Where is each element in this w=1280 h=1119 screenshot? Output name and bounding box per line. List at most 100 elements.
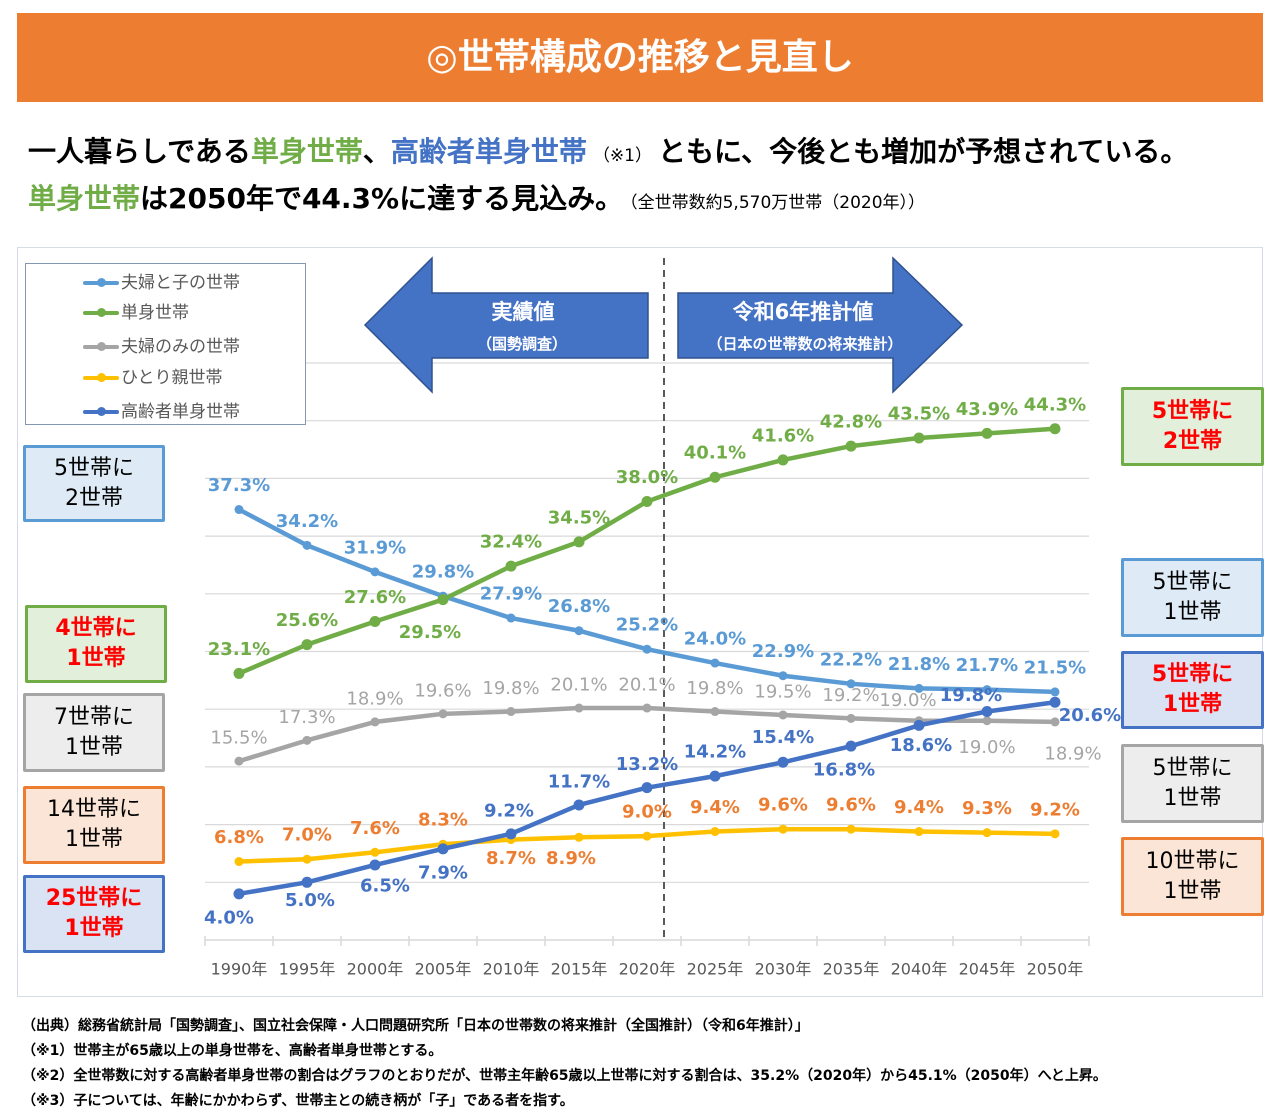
data-label: 22.2% — [820, 649, 882, 670]
single-household-highlight: 単身世帯 — [250, 135, 363, 168]
data-point — [574, 626, 584, 636]
ratio-box-line2: 1世帯 — [1162, 692, 1223, 717]
legend-line-marker-icon — [83, 373, 119, 382]
data-label: 38.0% — [616, 467, 678, 488]
ratio-box-left: 4世帯に 1世帯 — [25, 605, 167, 683]
data-label: 9.2% — [484, 800, 534, 821]
data-point — [234, 857, 244, 867]
ratio-box-line2: 2世帯 — [65, 485, 123, 511]
ratio-box-line2: 1世帯 — [65, 827, 123, 852]
data-point — [1049, 423, 1061, 435]
actual-arrow-title: 実績値 — [491, 300, 555, 324]
ratio-box-left: 7世帯に 1世帯 — [23, 693, 165, 772]
ratio-box-line1: 25世帯に — [45, 886, 143, 911]
series-group — [234, 824, 1060, 867]
data-label: 23.1% — [208, 639, 270, 660]
data-label: 19.2% — [822, 685, 879, 706]
legend-label: 単身世帯 — [121, 303, 189, 323]
footnote-ref: （※1） — [592, 146, 652, 166]
data-point — [777, 454, 789, 466]
data-point — [506, 707, 516, 717]
data-point — [573, 536, 585, 548]
data-point — [438, 709, 448, 719]
footnote-2: （※2）全世帯数に対する高齢者単身世帯の割合はグラフのとおりだが、世帯主年齢65… — [22, 1068, 1107, 1084]
data-label: 5.0% — [285, 890, 335, 911]
data-label: 32.4% — [480, 532, 542, 553]
ratio-box-left: 5世帯に 2世帯 — [23, 445, 165, 522]
ratio-box-line2: 1世帯 — [1163, 599, 1222, 625]
legend-item: 単身世帯 — [26, 301, 306, 325]
data-point — [914, 827, 924, 837]
data-label: 8.3% — [418, 810, 468, 831]
data-point — [370, 567, 380, 577]
actual-values-arrow-icon — [363, 256, 649, 394]
data-label: 9.0% — [622, 802, 672, 823]
data-label: 7.9% — [418, 862, 468, 883]
x-tick-label: 2005年 — [415, 960, 472, 979]
data-label: 9.4% — [690, 797, 740, 818]
data-point — [301, 876, 313, 888]
data-label: 9.6% — [826, 795, 876, 816]
data-point — [642, 703, 652, 713]
total-households-note: （全世帯数約5,570万世帯（2020年）） — [629, 193, 926, 213]
data-point — [1050, 687, 1060, 697]
data-label: 8.7% — [486, 848, 536, 869]
data-label: 9.3% — [962, 798, 1012, 819]
data-point — [234, 505, 244, 515]
data-label: 37.3% — [208, 475, 270, 496]
actual-arrow-subtitle: （国勢調査） — [476, 335, 568, 353]
data-point — [437, 843, 449, 855]
data-point — [845, 440, 857, 452]
data-label: 25.6% — [276, 610, 338, 631]
data-point — [233, 888, 245, 900]
data-label: 34.5% — [548, 507, 610, 528]
data-label: 19.6% — [414, 680, 471, 701]
data-point — [1049, 696, 1061, 708]
data-point — [302, 540, 312, 550]
legend-label: 夫婦と子の世帯 — [121, 273, 240, 293]
ratio-box-left: 25世帯に 1世帯 — [23, 875, 165, 953]
data-label: 44.3% — [1024, 394, 1086, 415]
legend-label: ひとり親世帯 — [121, 368, 223, 388]
data-point — [778, 824, 788, 834]
data-labels: 37.3% 34.2% 31.9% 29.8% 27.9% 26.8% 25.2% 24.0%… — [204, 394, 1121, 928]
data-point — [913, 719, 925, 731]
gridlines — [205, 362, 1089, 883]
data-label: 18.6% — [890, 735, 952, 756]
legend-line-marker-icon — [83, 308, 119, 317]
x-tick-label: 2035年 — [823, 960, 880, 979]
data-label: 8.9% — [546, 848, 596, 869]
data-point — [981, 706, 993, 718]
summary-line-1: 一人暮らしである単身世帯、高齢者単身世帯 （※1） ともに、今後とも増加が予想されて… — [28, 132, 1268, 176]
x-tick-label: 2020年 — [619, 960, 676, 979]
data-point — [778, 671, 788, 681]
data-label: 27.6% — [344, 587, 406, 608]
summary-text: は2050年で44.3%に達する見込み。 — [140, 182, 624, 215]
ratio-box-right: 5世帯に 2世帯 — [1121, 387, 1264, 466]
data-point — [710, 827, 720, 837]
x-tick-label: 2010年 — [483, 960, 540, 979]
data-point — [370, 847, 380, 857]
ratio-box-line2: 1世帯 — [1163, 878, 1222, 904]
data-label: 19.8% — [686, 678, 743, 699]
data-label: 43.9% — [956, 399, 1018, 420]
data-label: 42.8% — [820, 412, 882, 433]
data-point — [982, 828, 992, 838]
summary-separator: 、 — [362, 135, 391, 168]
ratio-box-right: 5世帯に 1世帯 — [1121, 744, 1264, 823]
data-label: 9.6% — [758, 795, 808, 816]
data-point — [846, 679, 856, 689]
data-label: 19.0% — [879, 690, 936, 711]
x-tick-label: 2015年 — [551, 960, 608, 979]
ratio-box-line1: 5世帯に — [54, 455, 134, 481]
data-point — [982, 716, 992, 726]
data-point — [302, 735, 312, 745]
data-point — [370, 717, 380, 727]
ratio-box-right: 10世帯に 1世帯 — [1121, 837, 1264, 916]
legend-line-marker-icon — [83, 342, 119, 351]
data-point — [710, 707, 720, 717]
data-label: 19.8% — [940, 685, 1002, 706]
data-label: 6.5% — [360, 875, 410, 896]
ratio-box-line1: 4世帯に — [55, 616, 137, 641]
data-label: 41.6% — [752, 425, 814, 446]
